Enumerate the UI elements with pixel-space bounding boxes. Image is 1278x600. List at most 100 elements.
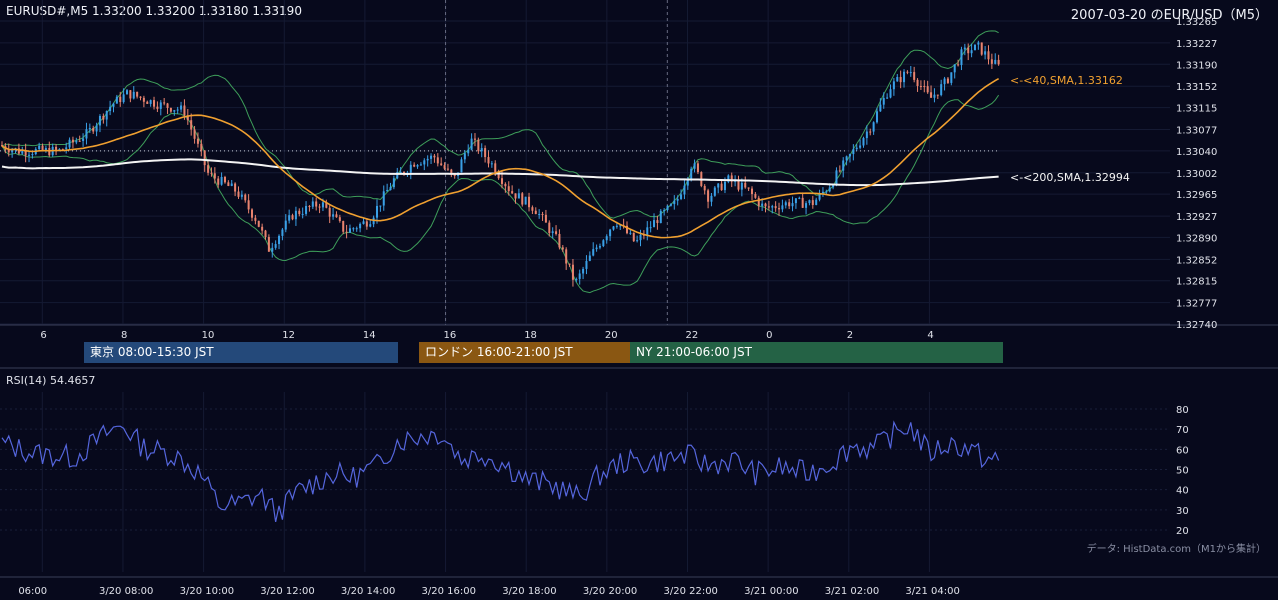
candle-body <box>75 140 78 143</box>
candle-body <box>977 42 980 45</box>
candle-body <box>767 206 770 208</box>
candle-body <box>521 193 524 205</box>
candle-body <box>423 160 426 165</box>
price-x-tick-label: 22 <box>685 330 698 341</box>
candle-body <box>531 207 534 211</box>
candle-body <box>528 196 531 208</box>
candle-body <box>24 150 27 156</box>
candle-body <box>605 236 608 241</box>
candle-body <box>403 171 406 174</box>
candle-body <box>825 191 828 193</box>
price-tick-label: 1.32965 <box>1176 190 1217 201</box>
candle-body <box>484 148 487 158</box>
candle-body <box>612 226 615 230</box>
candle-body <box>832 184 835 188</box>
candle-body <box>348 228 351 233</box>
candle-body <box>957 64 960 66</box>
candle-body <box>119 96 122 103</box>
candle-body <box>690 168 693 179</box>
axis-labels: 1.33265 1.33227 1.33190 1.33152 1.33115 1.330… <box>18 17 1217 597</box>
session-ny-label: NY 21:00-06:00 JST <box>636 345 752 359</box>
candle-body <box>761 203 764 206</box>
price-x-tick-label: 4 <box>927 330 933 341</box>
candle-body <box>433 155 436 158</box>
candle-body <box>859 145 862 148</box>
candle-body <box>980 42 983 55</box>
candle-body <box>315 201 318 207</box>
candle-body <box>869 131 872 133</box>
price-x-tick-label: 6 <box>40 330 46 341</box>
candle-body <box>913 72 916 80</box>
candle-body <box>534 210 537 215</box>
candle-body <box>903 71 906 83</box>
candle-body <box>828 187 831 192</box>
candle-body <box>990 59 993 64</box>
candle-body <box>686 178 689 186</box>
candle-body <box>737 180 740 190</box>
price-tick-label: 1.32740 <box>1176 320 1217 331</box>
candle-body <box>909 72 912 74</box>
candle-body <box>264 230 267 238</box>
candle-body <box>332 214 335 217</box>
price-tick-label: 1.32927 <box>1176 212 1217 223</box>
candle-body <box>210 172 213 174</box>
candle-body <box>798 197 801 199</box>
candle-body <box>467 149 470 154</box>
price-x-tick-label: 14 <box>363 330 376 341</box>
candle-body <box>463 153 466 160</box>
candle-body <box>58 149 61 151</box>
candle-body <box>538 213 541 215</box>
candle-body <box>788 202 791 207</box>
candle-body <box>240 194 243 197</box>
bollinger-lower <box>1 94 1000 294</box>
candle-body <box>375 205 379 218</box>
candle-body <box>845 156 848 161</box>
candle-body <box>261 226 264 231</box>
candle-body <box>649 227 652 229</box>
candle-body <box>801 197 804 208</box>
candle-body <box>430 155 433 159</box>
price-tick-label: 1.33190 <box>1176 60 1217 71</box>
rsi-x-tick-label: 3/20 20:00 <box>583 586 637 597</box>
sma200-label: <-<200,SMA,1.32994 <box>1010 171 1130 184</box>
price-x-tick-label: 20 <box>605 330 618 341</box>
candle-body <box>115 96 118 104</box>
price-x-tick-label: 10 <box>202 330 215 341</box>
candle-body <box>325 202 328 208</box>
candle-body <box>365 221 368 227</box>
candle-body <box>190 120 193 130</box>
candle-body <box>906 71 909 73</box>
price-x-tick-label: 12 <box>282 330 295 341</box>
candle-body <box>183 105 186 116</box>
candle-body <box>967 47 970 54</box>
candle-body <box>848 154 851 157</box>
candle-body <box>267 237 270 252</box>
rsi-x-tick-label: 3/21 00:00 <box>744 586 798 597</box>
candle-body <box>386 190 389 192</box>
rsi-x-tick-label: 3/20 10:00 <box>180 586 234 597</box>
candle-body <box>7 149 10 153</box>
sma200-line <box>1 158 999 187</box>
candle-body <box>153 100 156 107</box>
candle-body <box>710 195 713 202</box>
candle-body <box>308 205 311 207</box>
candle-body <box>166 103 169 108</box>
candle-body <box>500 178 504 184</box>
candle-body <box>193 129 196 139</box>
candle-body <box>571 264 574 280</box>
candle-body <box>477 139 480 152</box>
candle-body <box>490 163 493 165</box>
candle-body <box>65 147 68 150</box>
candle-body <box>136 91 139 97</box>
candle-body <box>855 147 858 150</box>
candle-body <box>561 247 564 250</box>
price-tick-label: 1.33040 <box>1176 147 1217 158</box>
candle-body <box>916 79 919 86</box>
rsi-x-tick-label: 3/21 04:00 <box>905 586 959 597</box>
candle-body <box>163 102 166 104</box>
candles <box>0 40 1000 287</box>
candle-body <box>352 228 355 230</box>
rsi-tick-label: 70 <box>1176 425 1189 436</box>
candle-body <box>808 200 811 204</box>
rsi-x-tick-label: 3/20 14:00 <box>341 586 395 597</box>
